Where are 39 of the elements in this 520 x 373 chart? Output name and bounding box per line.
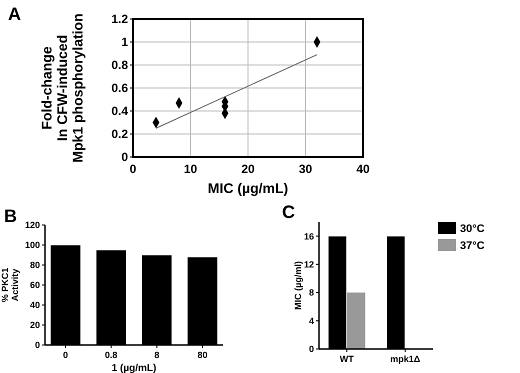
- y-tick-label: 0: [121, 150, 128, 164]
- x-tick-label: 80: [197, 350, 208, 360]
- x-tick-label: 20: [241, 162, 255, 176]
- y-tick-label: 0.8: [111, 58, 128, 72]
- y-axis-title: MIC (µg/ml): [293, 261, 304, 310]
- y-tick-label: 0: [34, 340, 40, 350]
- legend-label: 37°C: [460, 240, 485, 252]
- text: C: [282, 202, 295, 222]
- x-axis-title: 1 (µg/mL): [112, 363, 156, 373]
- text: B: [4, 206, 17, 226]
- y-tick-label: 16: [304, 231, 314, 242]
- y-tick-label: 12: [304, 259, 314, 270]
- x-tick-label: 0: [130, 162, 137, 176]
- y-tick-label: 4: [308, 316, 314, 326]
- y-tick-label: 60: [30, 280, 40, 290]
- x-tick-label: 40: [356, 162, 370, 176]
- y-tick-label: 0.6: [111, 81, 128, 96]
- y-tick-label: 0.2: [111, 127, 128, 142]
- x-tick-label: mpk1Δ: [390, 354, 421, 364]
- legend-label: 30°C: [460, 223, 485, 235]
- y-axis-title: Fold-change In CFW-induced Mpk1 phosphorylation: [38, 13, 86, 163]
- y-tick-label: 1.2: [111, 12, 128, 26]
- y-axis-title: % PKC1 Activity: [0, 268, 20, 302]
- x-tick-label: WT: [340, 354, 354, 364]
- x-axis-title: MIC (µg/mL): [208, 180, 288, 196]
- y-tick-label: 8: [308, 288, 314, 298]
- x-tick-label: 0.8: [104, 350, 118, 360]
- x-tick-label: 10: [184, 162, 198, 176]
- y-tick-label: 40: [30, 300, 40, 310]
- y-tick-label: 120: [24, 220, 40, 230]
- text: A: [8, 4, 21, 24]
- y-tick-label: 80: [30, 260, 40, 270]
- x-tick-label: 8: [154, 350, 160, 360]
- y-tick-label: 1: [121, 35, 128, 50]
- y-tick-label: 100: [24, 240, 40, 250]
- y-tick-label: 20: [30, 320, 40, 330]
- y-tick-label: 0.4: [111, 104, 128, 118]
- x-tick-label: 0: [63, 350, 68, 360]
- x-tick-label: 30: [298, 162, 312, 176]
